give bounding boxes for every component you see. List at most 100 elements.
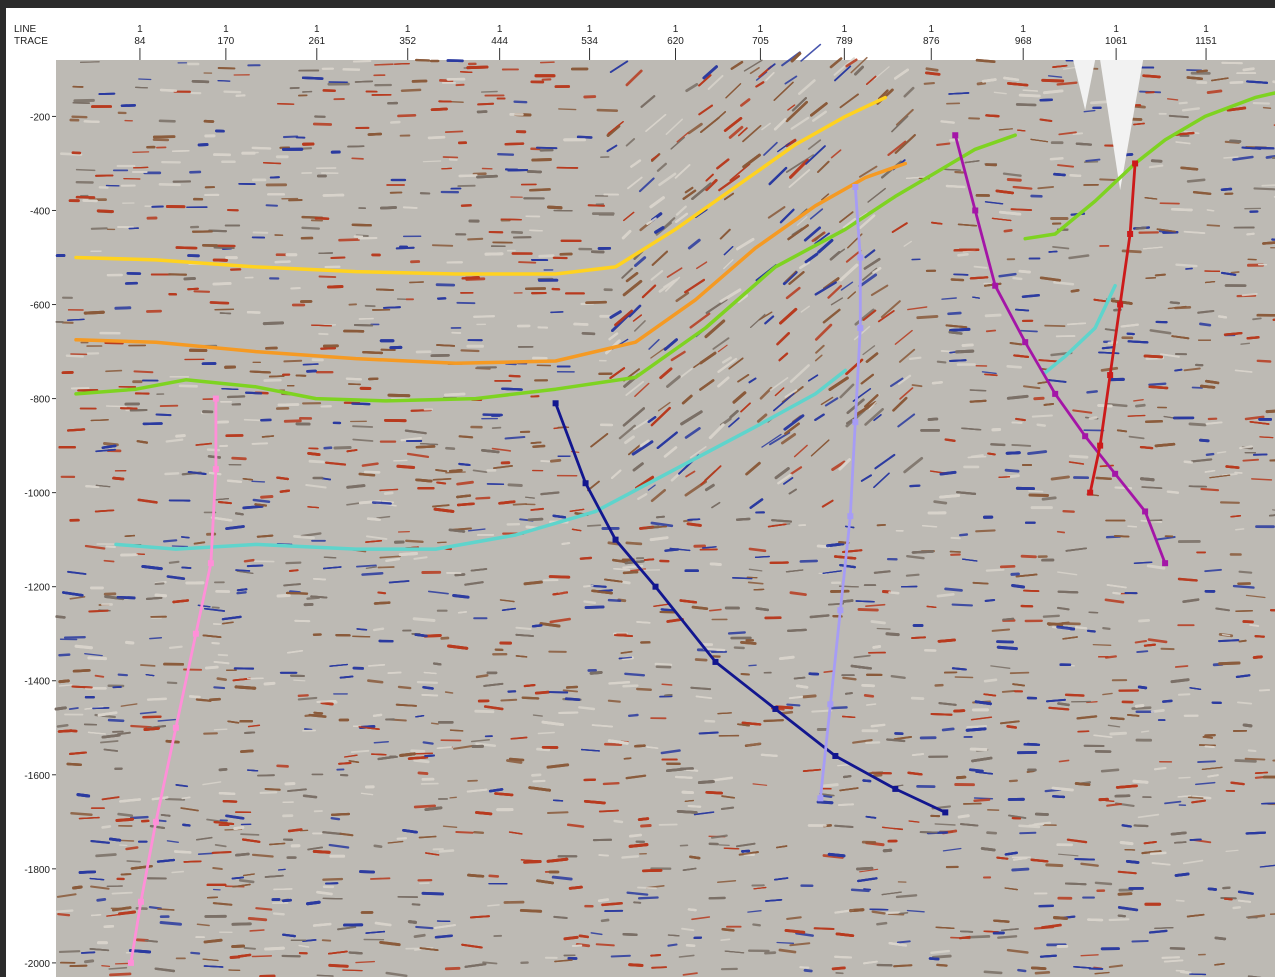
amplitude-streak [233, 826, 245, 831]
amplitude-streak [453, 744, 475, 750]
amplitude-streak [773, 392, 795, 412]
amplitude-streak [1102, 626, 1111, 631]
amplitude-streak [431, 244, 454, 247]
amplitude-streak [1137, 685, 1148, 690]
amplitude-streak [78, 816, 100, 820]
amplitude-streak [1011, 443, 1032, 447]
amplitude-streak [101, 733, 121, 739]
amplitude-streak [627, 176, 643, 190]
amplitude-streak [456, 480, 474, 486]
amplitude-streak [1001, 690, 1016, 693]
amplitude-streak [839, 93, 859, 109]
amplitude-streak [985, 329, 997, 333]
amplitude-streak [759, 386, 773, 400]
amplitude-streak [449, 729, 464, 732]
amplitude-streak [1121, 824, 1132, 828]
amplitude-streak [1090, 100, 1111, 105]
amplitude-streak [261, 435, 275, 438]
amplitude-streak [350, 749, 370, 753]
amplitude-streak [666, 267, 683, 278]
amplitude-streak [1206, 209, 1215, 212]
amplitude-streak [101, 965, 111, 968]
amplitude-streak [1174, 665, 1189, 668]
amplitude-streak [564, 697, 581, 702]
amplitude-streak [1135, 403, 1146, 408]
amplitude-streak [346, 502, 360, 506]
amplitude-streak [438, 849, 455, 853]
amplitude-streak [723, 192, 735, 201]
amplitude-streak [84, 544, 106, 550]
amplitude-streak [892, 396, 908, 412]
amplitude-streak [855, 600, 875, 603]
amplitude-streak [406, 452, 430, 458]
amplitude-streak [785, 138, 797, 148]
amplitude-streak [858, 273, 878, 288]
amplitude-streak [500, 218, 522, 221]
amplitude-streak [66, 428, 86, 432]
amplitude-streak [510, 736, 528, 740]
amplitude-streak [774, 467, 790, 480]
amplitude-streak [279, 489, 291, 493]
amplitude-streak [651, 250, 668, 266]
amplitude-streak [1028, 493, 1049, 497]
amplitude-streak [235, 512, 244, 516]
amplitude-streak [213, 686, 226, 690]
amplitude-streak [964, 160, 980, 164]
amplitude-streak [908, 356, 922, 360]
amplitude-streak [944, 168, 962, 171]
amplitude-streak [732, 391, 747, 404]
amplitude-streak [628, 833, 643, 838]
amplitude-streak [895, 108, 914, 126]
amplitude-streak [630, 568, 647, 572]
amplitude-streak [640, 824, 652, 828]
amplitude-streak [691, 916, 711, 921]
amplitude-streak [65, 354, 84, 358]
amplitude-streak [589, 670, 603, 675]
amplitude-streak [554, 959, 573, 963]
amplitude-streak [217, 653, 229, 657]
amplitude-streak [242, 477, 254, 481]
amplitude-streak [419, 947, 439, 951]
amplitude-streak [1068, 254, 1090, 260]
amplitude-streak [102, 442, 119, 447]
amplitude-streak [834, 65, 852, 82]
amplitude-streak [421, 694, 439, 697]
amplitude-streak [1112, 591, 1121, 595]
amplitude-streak [899, 387, 914, 400]
amplitude-streak [379, 941, 401, 947]
amplitude-streak [1004, 851, 1018, 856]
amplitude-streak [1166, 98, 1179, 101]
amplitude-streak [1254, 771, 1269, 775]
amplitude-streak [442, 156, 459, 159]
amplitude-streak [735, 842, 756, 848]
amplitude-streak [467, 873, 485, 878]
amplitude-streak [632, 462, 644, 472]
amplitude-streak [1179, 970, 1192, 975]
amplitude-streak [1062, 636, 1078, 640]
amplitude-streak [1056, 625, 1076, 631]
amplitude-streak [865, 741, 881, 745]
amplitude-streak [183, 860, 202, 863]
amplitude-streak [1216, 451, 1227, 454]
amplitude-streak [1087, 918, 1104, 922]
amplitude-streak [953, 273, 969, 276]
amplitude-streak [738, 127, 748, 137]
amplitude-streak [475, 674, 489, 679]
amplitude-streak [1133, 399, 1144, 402]
amplitude-streak [975, 771, 994, 775]
amplitude-streak [586, 524, 602, 527]
amplitude-streak [1094, 881, 1113, 886]
amplitude-streak [1238, 570, 1253, 574]
amplitude-streak [488, 874, 500, 878]
amplitude-streak [996, 856, 1009, 860]
amplitude-streak [685, 943, 696, 948]
amplitude-streak [610, 954, 631, 958]
amplitude-streak [949, 359, 967, 362]
amplitude-streak [1218, 315, 1228, 319]
amplitude-streak [240, 749, 254, 753]
amplitude-streak [1020, 329, 1038, 333]
amplitude-streak [847, 291, 856, 300]
amplitude-streak [356, 628, 368, 631]
amplitude-streak [208, 697, 221, 702]
amplitude-streak [442, 825, 458, 828]
